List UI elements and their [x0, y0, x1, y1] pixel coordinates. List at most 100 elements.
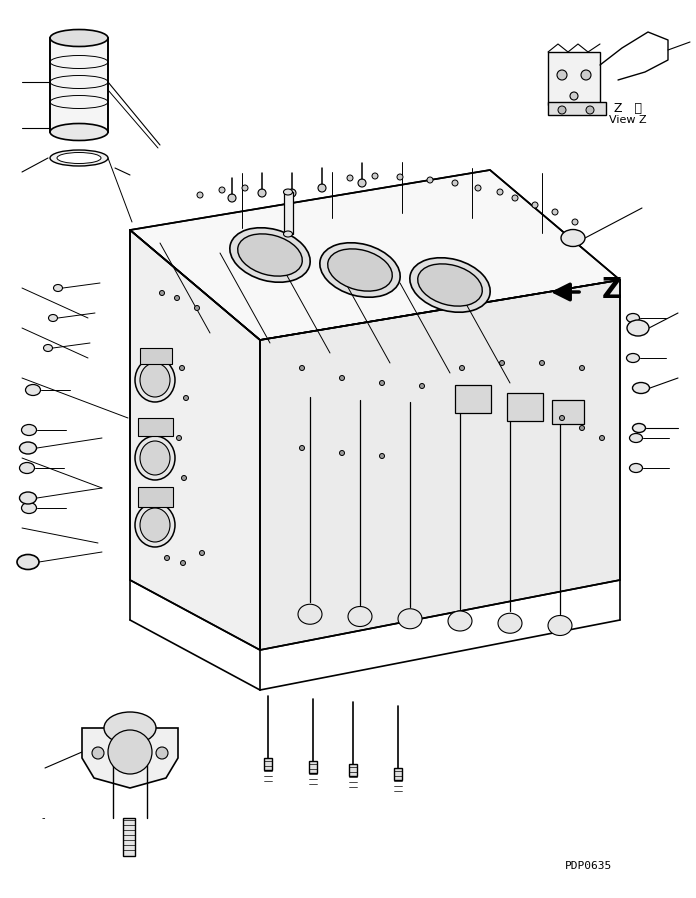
Circle shape [108, 730, 152, 774]
Circle shape [379, 453, 384, 459]
Circle shape [156, 747, 168, 759]
Circle shape [459, 365, 464, 371]
Circle shape [586, 106, 594, 114]
Bar [264, 758, 272, 770]
Circle shape [299, 365, 305, 371]
Bar [455, 385, 491, 413]
Circle shape [177, 436, 182, 441]
Bar [552, 400, 584, 424]
Circle shape [580, 365, 585, 371]
Ellipse shape [140, 441, 170, 475]
Ellipse shape [561, 230, 585, 246]
Text: Z   視: Z 視 [614, 101, 642, 115]
Ellipse shape [135, 503, 175, 547]
Circle shape [581, 70, 591, 80]
Bar [284, 192, 293, 234]
Ellipse shape [43, 345, 52, 351]
Ellipse shape [418, 264, 482, 306]
Circle shape [159, 290, 164, 295]
Circle shape [497, 189, 503, 195]
Circle shape [570, 92, 578, 100]
Polygon shape [130, 230, 260, 650]
Ellipse shape [50, 150, 108, 166]
Ellipse shape [238, 233, 302, 276]
Bar [123, 818, 135, 856]
Text: -: - [41, 813, 45, 823]
Circle shape [572, 219, 578, 225]
Circle shape [427, 177, 433, 183]
Ellipse shape [283, 189, 292, 195]
Circle shape [580, 426, 585, 430]
Ellipse shape [49, 314, 58, 321]
Text: Z: Z [602, 276, 622, 304]
Ellipse shape [633, 424, 645, 433]
Circle shape [194, 305, 200, 311]
Bar [309, 762, 317, 773]
Ellipse shape [328, 249, 393, 291]
Ellipse shape [629, 463, 642, 472]
Bar [507, 393, 543, 421]
Circle shape [92, 747, 104, 759]
Circle shape [242, 185, 248, 191]
Ellipse shape [22, 503, 36, 514]
Ellipse shape [19, 462, 35, 473]
Ellipse shape [50, 30, 108, 47]
Ellipse shape [633, 383, 649, 393]
Circle shape [500, 360, 505, 365]
Circle shape [539, 360, 544, 365]
Ellipse shape [283, 231, 292, 237]
Ellipse shape [135, 436, 175, 480]
Ellipse shape [54, 285, 63, 292]
Text: PDP0635: PDP0635 [565, 861, 612, 871]
Ellipse shape [50, 124, 108, 140]
Circle shape [552, 209, 558, 215]
Circle shape [379, 381, 384, 385]
Circle shape [512, 195, 518, 201]
Circle shape [180, 365, 184, 371]
Circle shape [347, 175, 353, 181]
Polygon shape [260, 280, 620, 650]
Circle shape [397, 174, 403, 180]
Polygon shape [50, 38, 108, 132]
Circle shape [475, 185, 481, 191]
Circle shape [318, 184, 326, 192]
Ellipse shape [627, 320, 649, 336]
Ellipse shape [26, 384, 40, 395]
Polygon shape [130, 170, 620, 340]
Circle shape [184, 395, 189, 401]
Circle shape [560, 416, 564, 420]
Ellipse shape [626, 354, 640, 363]
Circle shape [557, 70, 567, 80]
Polygon shape [82, 728, 178, 788]
Polygon shape [138, 487, 173, 507]
Ellipse shape [140, 363, 170, 397]
Circle shape [180, 560, 186, 566]
Ellipse shape [230, 228, 310, 282]
Ellipse shape [548, 615, 572, 636]
Circle shape [200, 550, 205, 556]
Circle shape [288, 189, 296, 197]
Ellipse shape [19, 442, 36, 454]
Ellipse shape [626, 313, 640, 322]
Circle shape [299, 445, 305, 451]
Ellipse shape [298, 604, 322, 624]
Circle shape [175, 295, 180, 301]
Circle shape [228, 194, 236, 202]
Ellipse shape [104, 712, 156, 744]
Bar [548, 102, 606, 115]
Circle shape [182, 476, 187, 480]
Ellipse shape [22, 425, 36, 436]
Text: View Z: View Z [609, 115, 647, 125]
Ellipse shape [17, 554, 39, 569]
Circle shape [197, 192, 203, 198]
Circle shape [558, 106, 566, 114]
Circle shape [340, 375, 345, 381]
Bar [349, 764, 357, 777]
Ellipse shape [140, 508, 170, 542]
Ellipse shape [410, 258, 490, 313]
Circle shape [358, 179, 366, 187]
Circle shape [532, 202, 538, 208]
Ellipse shape [348, 606, 372, 627]
Circle shape [420, 383, 425, 389]
Ellipse shape [320, 242, 400, 297]
